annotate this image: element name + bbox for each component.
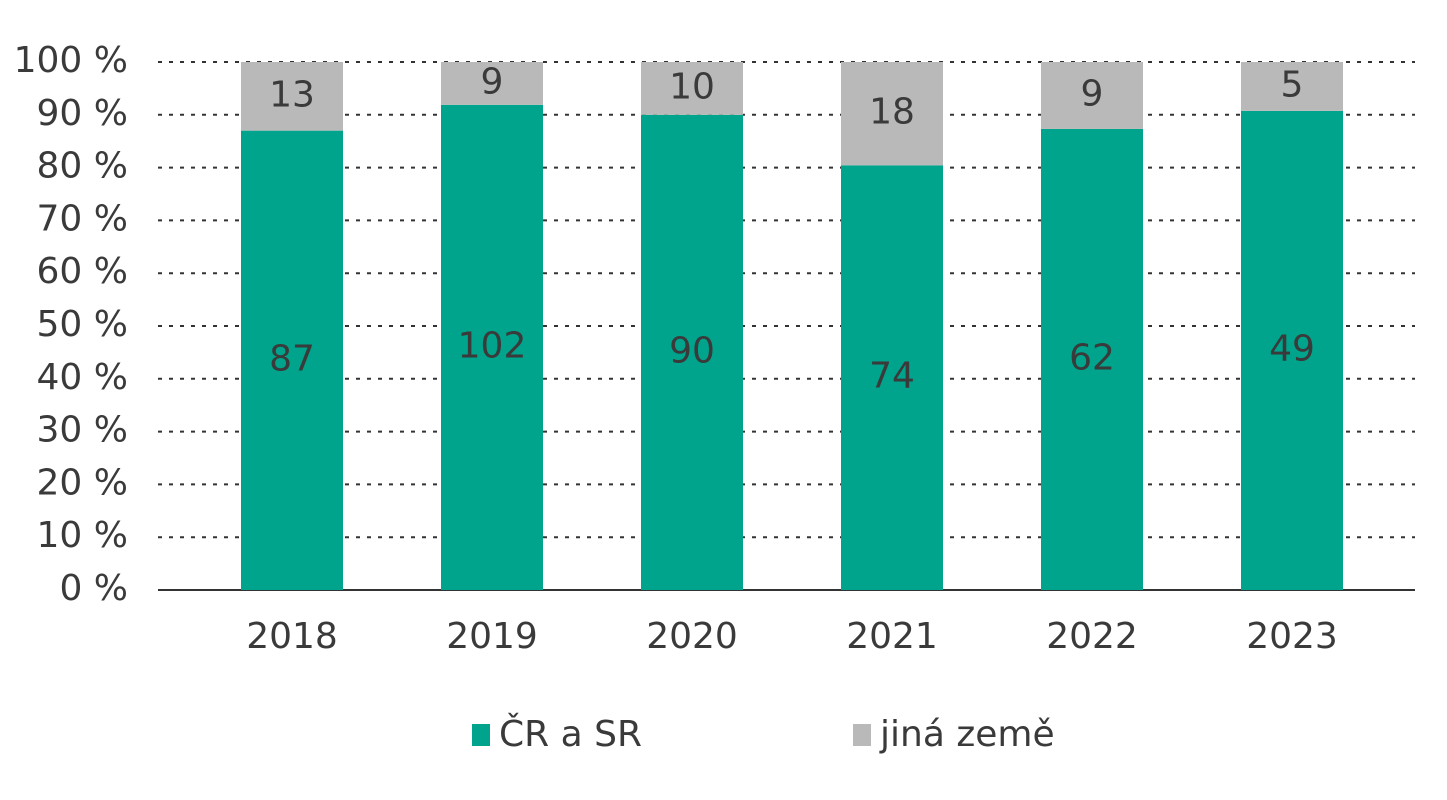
bar-segment: [241, 62, 343, 131]
data-label: 49: [1269, 328, 1315, 369]
data-label: 5: [1281, 64, 1304, 105]
data-label: 74: [869, 356, 915, 397]
x-tick-label: 2023: [1246, 616, 1338, 657]
bar-segment: [841, 165, 943, 590]
x-tick-label: 2021: [846, 616, 938, 657]
bar-segment: [441, 62, 543, 105]
bar-segment: [441, 104, 543, 590]
legend-swatch: [853, 724, 871, 746]
bar-segment: [1041, 128, 1143, 591]
data-label: 62: [1069, 337, 1115, 378]
y-tick-label: 10 %: [37, 515, 128, 556]
data-label: 87: [269, 338, 315, 379]
y-tick-label: 60 %: [37, 251, 128, 292]
y-tick-label: 20 %: [37, 462, 128, 503]
bar-segment: [241, 130, 343, 590]
legend-swatch: [472, 724, 490, 746]
x-tick-label: 2018: [246, 616, 338, 657]
data-label: 90: [669, 330, 715, 371]
data-label: 9: [1081, 73, 1104, 114]
y-tick-label: 70 %: [37, 198, 128, 239]
y-tick-label: 0 %: [59, 568, 128, 609]
x-tick-label: 2022: [1046, 616, 1138, 657]
y-tick-label: 40 %: [37, 357, 128, 398]
bar-segment: [641, 62, 743, 115]
x-tick-label: 2019: [446, 616, 538, 657]
data-label: 9: [481, 61, 504, 102]
bar-segment: [1041, 62, 1143, 129]
bar-segment: [841, 62, 943, 166]
y-tick-label: 90 %: [37, 93, 128, 134]
bar-segment: [1241, 110, 1343, 590]
legend-label: jiná země: [879, 714, 1055, 755]
data-label: 18: [869, 92, 915, 133]
y-tick-label: 80 %: [37, 146, 128, 187]
bar-segment: [641, 114, 743, 591]
y-tick-label: 30 %: [37, 410, 128, 451]
data-label: 10: [669, 66, 715, 107]
bar-segment: [1241, 62, 1343, 111]
y-tick-label: 50 %: [37, 304, 128, 345]
x-tick-label: 2020: [646, 616, 738, 657]
y-tick-label: 100 %: [14, 40, 128, 81]
data-label: 102: [458, 325, 527, 366]
data-label: 13: [269, 74, 315, 115]
legend-label: ČR a SR: [499, 713, 642, 755]
